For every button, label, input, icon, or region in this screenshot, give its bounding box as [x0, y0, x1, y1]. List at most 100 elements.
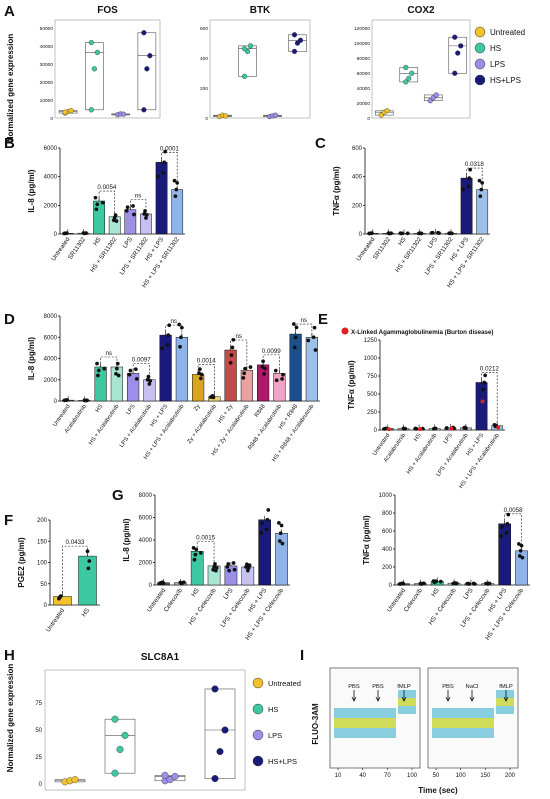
p-value-label: 0.0433 [66, 539, 85, 546]
data-point [260, 364, 265, 369]
data-point [247, 43, 254, 49]
legend-label: LPS [268, 731, 282, 740]
data-point [94, 207, 99, 212]
data-point [58, 594, 63, 598]
significance-bracket [132, 363, 150, 380]
data-point [179, 335, 183, 340]
event-label: PBS [442, 684, 454, 690]
y-tick-label: 40000 [357, 86, 371, 92]
x-tick-label: HS + Acalabrutinib [88, 404, 120, 447]
data-point [114, 371, 118, 376]
y-tick-label: 100000 [354, 41, 370, 47]
box [399, 67, 419, 83]
data-point [229, 353, 234, 357]
y-tick-label: 80000 [357, 56, 371, 62]
data-point [116, 373, 121, 378]
data-point [247, 563, 252, 568]
panel-letter: A [4, 3, 15, 20]
y-tick-label: 20000 [357, 101, 371, 107]
box [288, 34, 307, 52]
data-point [409, 70, 415, 76]
data-point [461, 187, 465, 192]
data-point [230, 345, 235, 350]
data-point [222, 113, 229, 119]
data-point [173, 194, 178, 199]
data-point [467, 582, 472, 586]
cell-population-core [432, 718, 494, 728]
data-point [481, 387, 486, 392]
data-point [264, 527, 269, 532]
y-tick-label: 500 [367, 392, 378, 398]
data-point [241, 375, 246, 380]
data-point [156, 174, 160, 179]
data-point [504, 531, 509, 535]
data-point [144, 66, 150, 72]
data-point [444, 426, 449, 430]
data-point [121, 731, 129, 739]
x-axis-label: Time (sec) [418, 786, 458, 795]
cell-population-core [398, 698, 416, 706]
significance-bracket [466, 167, 483, 190]
y-tick-label: 0 [367, 116, 370, 122]
data-point [434, 579, 439, 584]
x-tick-label: LPS [222, 587, 234, 601]
cell-population-core [334, 718, 396, 728]
data-point [306, 338, 311, 343]
data-point [389, 231, 394, 236]
p-value-label: 0.0097 [132, 356, 151, 363]
data-point [232, 567, 237, 572]
box [448, 36, 468, 74]
legend-label: HS+LPS [490, 76, 521, 85]
data-point [71, 776, 79, 784]
y-tick-label: 25 [35, 755, 42, 761]
p-value-label: ns [105, 350, 112, 357]
y-tick-label: 120000 [354, 26, 370, 32]
data-point [291, 322, 296, 326]
y-tick-label: 600 [382, 529, 393, 535]
bar [240, 369, 253, 402]
bar [110, 366, 123, 402]
data-point [228, 360, 233, 365]
data-point [259, 530, 263, 535]
panel-letter: I [300, 647, 304, 664]
data-point [85, 398, 89, 403]
box [137, 32, 157, 111]
data-point [403, 79, 409, 85]
data-point [114, 366, 119, 371]
y-axis-label: Normalized gene expression [6, 34, 15, 143]
plot-frame [54, 19, 161, 119]
data-point [182, 580, 186, 585]
bar [78, 555, 97, 606]
data-point [94, 49, 100, 56]
data-point [406, 75, 412, 81]
event-label: PBS [348, 684, 360, 690]
data-point [141, 30, 147, 36]
data-point [437, 231, 441, 235]
data-point [96, 368, 101, 373]
event-arrow-icon [401, 690, 407, 702]
data-point [111, 769, 119, 777]
data-point [147, 53, 153, 59]
data-point [279, 523, 284, 528]
legend-swatch [474, 26, 486, 38]
data-point [516, 542, 521, 546]
data-point [216, 748, 224, 756]
data-point [478, 194, 483, 199]
data-point [124, 208, 129, 213]
data-point [211, 685, 219, 693]
data-point [221, 726, 229, 734]
data-point [193, 552, 198, 557]
data-point [95, 202, 100, 207]
x-tick-label: HS [190, 587, 201, 598]
data-point [403, 64, 409, 71]
y-tick-label: 0 [50, 116, 53, 122]
y-tick-label: 0 [149, 583, 153, 589]
legend-swatch [474, 58, 486, 70]
data-point [403, 426, 408, 431]
data-point [241, 46, 248, 52]
data-point [487, 581, 492, 586]
x-tick-label: LPS [427, 236, 439, 250]
legend-swatch [252, 703, 264, 715]
data-point [281, 372, 285, 377]
y-axis-label: TNFα (pg/ml) [332, 166, 341, 216]
